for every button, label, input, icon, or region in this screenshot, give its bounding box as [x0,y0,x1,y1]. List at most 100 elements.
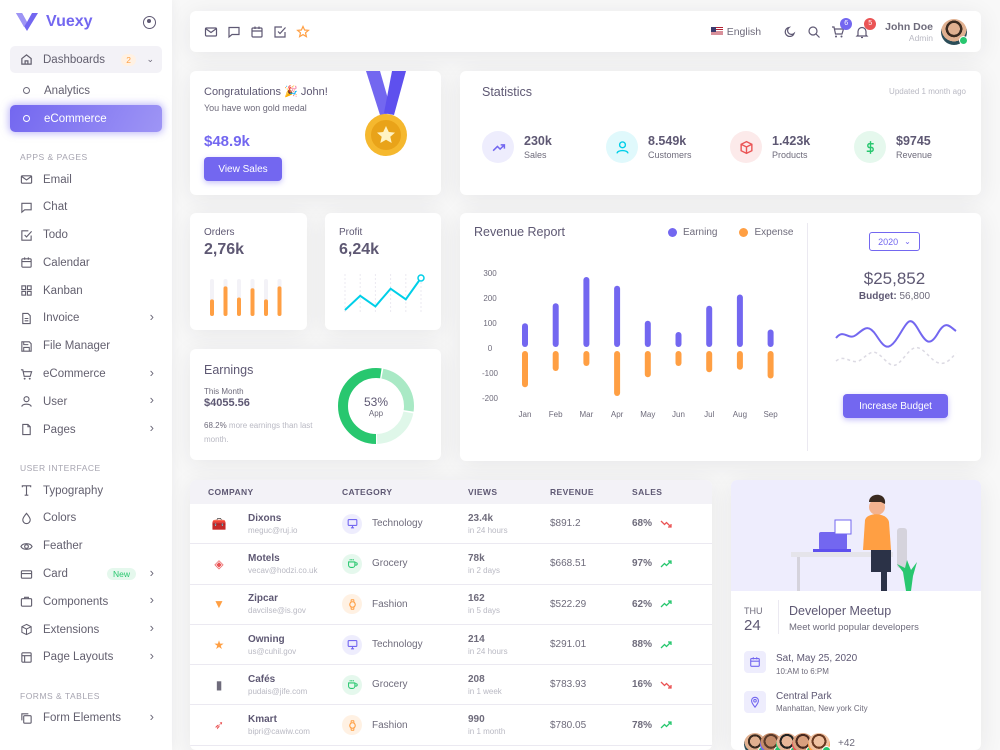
donut-slice [338,368,414,444]
sidebar-item-todo[interactable]: Todo [10,222,162,249]
earning-bar [736,294,743,347]
chat-icon[interactable] [227,25,241,39]
calendar-icon[interactable] [250,25,264,39]
category-name: Fashion [372,598,408,610]
chevron-right-icon: › [149,592,154,608]
company-email: us@cuhil.gov [248,646,297,656]
moon-icon[interactable] [783,25,797,39]
grid-icon [20,284,33,297]
medal-icon [365,71,407,156]
search-icon[interactable] [807,25,821,39]
budget-label: Budget: [858,291,897,302]
orders-bar [210,299,214,316]
earnings-card: Earnings This Month $4055.56 68.2% more … [190,349,441,460]
expense-bar [614,351,621,396]
mail-icon[interactable] [204,25,218,39]
stat-value: 1.423k [772,134,811,148]
table-row[interactable]: ➶ Kmart bipri@cawiw.com Fashion 990 in 1 mont… [190,705,712,746]
brand[interactable]: Vuexy [0,0,172,44]
sidebar-item-label: Card [43,568,68,581]
x-tick-label: Mar [580,410,594,419]
revenue-total: $25,852 [863,269,926,288]
x-tick-label: May [640,410,655,419]
earning-bar [614,285,621,347]
sidebar-item-calendar[interactable]: Calendar [10,249,162,276]
category-name: Technology [372,639,423,651]
views-value: 990 [468,714,485,726]
earnings-note: 68.2% more earnings than last month. [204,419,314,446]
table-row[interactable]: ★ Owning us@cuhil.gov Technology 214 in 24 ho… [190,625,712,666]
meetup-time: 10:AM to 6:PM [776,667,829,676]
sidebar-item-analytics[interactable]: Analytics [10,77,162,104]
sidebar-item-colors[interactable]: Colors [10,505,162,532]
sidebar-item-label: Extensions [43,623,100,636]
table-row[interactable]: ◈ Motels vecav@hodzi.co.uk Grocery 78k in 2 d… [190,544,712,585]
company-email: meguc@ruj.io [248,525,298,535]
trending-up-icon [660,600,672,608]
cart-button[interactable]: 6 [831,17,853,39]
table-row[interactable]: ▼ Zipcar davcilse@is.gov Fashion 162 in 5 day… [190,585,712,625]
category-name: Grocery [372,679,408,691]
sidebar-item-label: Dashboards [43,53,106,66]
watch-icon [342,594,362,615]
year-select[interactable]: 2020 ⌄ [869,232,920,251]
earning-bar [706,305,713,347]
sidebar-item-chat[interactable]: Chat [10,194,162,221]
meetup-date: 24 [744,617,761,634]
company-email: pudais@jife.com [248,686,308,696]
sidebar-item-label: Todo [43,229,68,242]
book-icon: ▮ [215,677,223,692]
views-period: in 24 hours [468,525,508,535]
sidebar-item-label: Kanban [43,284,83,297]
star-icon: ★ [213,637,225,652]
company-name: Kmart [248,714,277,726]
sidebar-item-card[interactable]: Card New › [10,561,162,588]
sidebar-item-components[interactable]: Components › [10,588,162,615]
trending-up-icon [660,560,672,568]
revenue-report-card: Revenue Report Earning Expense 300 200 100… [460,213,981,461]
collapse-toggle-icon[interactable] [143,15,156,29]
sidebar-item-extensions[interactable]: Extensions › [10,616,162,643]
revenue-value: $668.51 [550,558,587,570]
sidebar-item-feather[interactable]: Feather [10,533,162,560]
circle-icon [23,115,30,122]
sidebar-item-form-elements[interactable]: Form Elements › [10,705,162,732]
sidebar-item-user[interactable]: User › [10,388,162,415]
sidebar-item-ecommerce[interactable]: eCommerce › [10,361,162,388]
company-name: Motels [248,552,280,564]
sidebar-item-dashboards[interactable]: Dashboards 2 ⌄ [10,46,162,73]
sales-value: 62% [632,598,653,610]
table-row[interactable]: 🧰 Dixons meguc@ruj.io Technology 23.4k in 24 … [190,504,712,545]
language-selector[interactable]: English [726,25,762,38]
us-flag-icon[interactable] [710,27,723,36]
sales-value: 16% [632,679,653,691]
sidebar-item-pages[interactable]: Pages › [10,416,162,443]
sidebar-item-typography[interactable]: Typography [10,477,162,504]
sidebar-item-email[interactable]: Email [10,166,162,193]
views-period: in 5 days [468,606,501,616]
table-row[interactable]: ▮ Cafés pudais@jife.com Grocery 208 in 1 week… [190,665,712,706]
map-pin-icon [751,696,759,708]
box-icon [20,623,33,636]
table-header: COMPANY CATEGORY VIEWS REVENUE SALES [190,480,712,504]
revenue-legend: Earning Expense [668,227,793,238]
sidebar-item-kanban[interactable]: Kanban [10,277,162,304]
attendee-avatars[interactable]: +42 [744,733,855,750]
sidebar-item-invoice[interactable]: Invoice › [10,305,162,332]
user-menu[interactable]: John Doe Admin [885,21,933,43]
check-square-icon[interactable] [273,25,287,39]
sidebar-item-label: File Manager [43,340,111,353]
increase-budget-button[interactable]: Increase Budget [843,394,948,418]
col-company: COMPANY [208,487,254,497]
avatar[interactable] [941,18,968,45]
apps-list: Email Chat Todo Calendar Kanban Invoice › File … [0,166,172,443]
sidebar-item-label: Calendar [43,256,90,269]
profit-line-chart [344,274,425,314]
star-icon[interactable] [296,24,310,39]
sidebar-item-file-manager[interactable]: File Manager [10,333,162,360]
sidebar-item-page-layouts[interactable]: Page Layouts › [10,644,162,671]
sidebar-item-ecommerce-dashboard[interactable]: eCommerce [10,105,162,132]
view-sales-button[interactable]: View Sales [204,157,282,181]
company-name: Owning [248,633,285,645]
notifications-button[interactable]: 5 [855,17,877,39]
